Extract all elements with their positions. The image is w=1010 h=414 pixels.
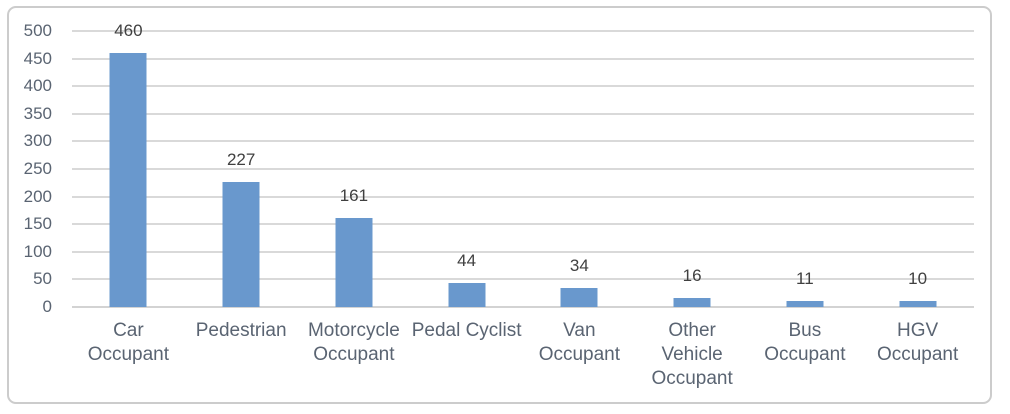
gridline [72, 30, 974, 32]
category-label-line: Pedal Cyclist [411, 320, 522, 341]
category-label: HGV Occupant [861, 308, 974, 391]
bar-slot: 44 [410, 31, 523, 307]
category-label-line: Occupant [876, 344, 959, 365]
category-label-line: Occupant [764, 344, 846, 365]
bar [786, 300, 824, 307]
bar-slot: 16 [636, 31, 749, 307]
y-tick-label: 350 [23, 103, 52, 123]
bar-value-label: 16 [682, 266, 702, 286]
y-tick-label: 400 [23, 76, 52, 96]
gridline [72, 112, 974, 115]
category-label-line: Occupant [651, 368, 733, 389]
x-axis: Car Occupant Pedestrian Motorcycle Occupant P… [72, 308, 974, 391]
category-label: Pedal Cyclist [410, 308, 523, 391]
bar-value-label: 227 [226, 149, 256, 169]
bar-value-label: 11 [796, 268, 814, 288]
y-tick-label: 50 [33, 269, 52, 289]
x-axis-line [72, 306, 974, 308]
category-label-line: Bus [788, 320, 822, 341]
gridline [72, 278, 974, 281]
bar-value-label: 44 [457, 250, 477, 270]
category-label: Bus Occupant [749, 308, 862, 391]
y-tick-label: 250 [23, 159, 52, 178]
bar-slot: 227 [185, 31, 298, 307]
bar [673, 298, 711, 307]
category-label: Other Vehicle Occupant [636, 308, 749, 391]
bar [335, 218, 373, 307]
category-label-line: HGV [897, 320, 939, 341]
category-label-line: Vehicle [661, 344, 723, 365]
gridline [72, 223, 974, 226]
bar-value-label: 460 [114, 21, 143, 41]
bar-slot: 161 [298, 31, 411, 307]
y-tick-label: 150 [23, 214, 52, 234]
bar-value-label: 161 [339, 186, 369, 206]
y-tick-label: 100 [23, 241, 52, 261]
y-tick-label: 300 [23, 131, 52, 151]
bar [222, 181, 260, 307]
y-tick-label: 200 [23, 186, 52, 206]
bar-slot: 34 [523, 31, 636, 307]
bar-slot: 460 [72, 21, 185, 307]
y-tick-label: 450 [23, 48, 52, 68]
bar [560, 288, 598, 307]
category-label-line: Occupant [538, 344, 621, 365]
gridline [72, 57, 974, 60]
y-tick-label: 500 [23, 21, 52, 40]
bar [448, 282, 486, 307]
bar [899, 301, 937, 307]
bar-value-label: 34 [569, 256, 589, 276]
category-label-line: Motorcycle [307, 320, 400, 341]
y-tick-label: 0 [42, 297, 52, 316]
gridline [72, 85, 974, 88]
category-label-line: Car [113, 320, 144, 341]
bar [109, 53, 147, 307]
plot-area: 460 227 161 44 34 16 11 10 [72, 21, 974, 308]
bar-slot: 11 [749, 31, 862, 307]
category-label-line: Other [668, 320, 716, 341]
gridline [72, 168, 974, 170]
category-label: Car Occupant [72, 308, 185, 391]
gridline [72, 140, 974, 143]
y-axis: 500 450 400 350 300 250 200 150 100 50 0 [0, 21, 52, 316]
category-label: Van Occupant [523, 308, 636, 391]
gridline [72, 250, 974, 253]
bars-layer: 460 227 161 44 34 16 11 10 [72, 21, 974, 307]
category-label-line: Van [563, 320, 596, 341]
category-label: Pedestrian [185, 308, 298, 391]
category-label-line: Occupant [87, 344, 170, 365]
category-label: Motorcycle Occupant [298, 308, 411, 391]
bar-value-label: 10 [908, 269, 928, 289]
category-label-line: Pedestrian [195, 320, 287, 341]
category-label-line: Occupant [313, 344, 395, 365]
gridline [72, 195, 974, 198]
bar-slot: 10 [861, 31, 974, 307]
chart-frame [7, 6, 992, 404]
